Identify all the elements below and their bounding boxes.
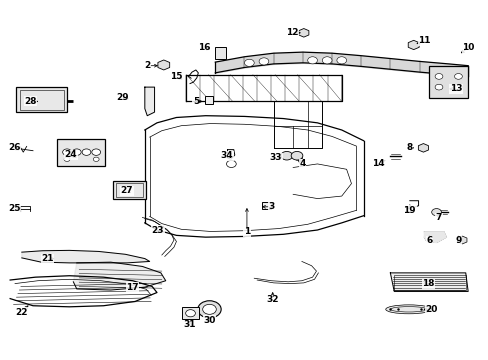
- Circle shape: [244, 59, 254, 66]
- Bar: [16, 87, 67, 112]
- Text: 27: 27: [120, 186, 133, 195]
- Circle shape: [226, 160, 236, 167]
- Text: 23: 23: [151, 225, 164, 234]
- Text: 26: 26: [8, 143, 20, 152]
- Bar: [428, 66, 467, 98]
- Text: 31: 31: [183, 320, 196, 329]
- Circle shape: [431, 208, 441, 216]
- Bar: [393, 275, 465, 290]
- Circle shape: [202, 304, 216, 314]
- Circle shape: [336, 57, 346, 64]
- Text: 18: 18: [421, 279, 434, 288]
- Text: 16: 16: [198, 43, 210, 52]
- Circle shape: [454, 84, 461, 90]
- Circle shape: [62, 149, 71, 156]
- Circle shape: [64, 157, 70, 161]
- Bar: [113, 181, 146, 199]
- Text: 32: 32: [266, 295, 278, 304]
- Circle shape: [307, 57, 317, 64]
- Polygon shape: [424, 232, 446, 243]
- Text: 8: 8: [406, 143, 412, 152]
- Text: 15: 15: [170, 72, 183, 81]
- Text: 30: 30: [203, 315, 215, 324]
- Text: 19: 19: [403, 206, 415, 215]
- Bar: [116, 183, 143, 197]
- Circle shape: [322, 57, 331, 64]
- Circle shape: [72, 149, 81, 156]
- Text: 17: 17: [126, 283, 139, 292]
- Text: 24: 24: [64, 150, 77, 159]
- Text: 11: 11: [417, 36, 430, 45]
- Text: 25: 25: [8, 204, 20, 213]
- Text: 4: 4: [299, 159, 305, 168]
- Text: 9: 9: [454, 236, 461, 245]
- Circle shape: [92, 149, 101, 156]
- Circle shape: [454, 73, 461, 79]
- Text: 7: 7: [435, 213, 441, 222]
- Text: 10: 10: [461, 43, 473, 52]
- Text: 20: 20: [425, 305, 437, 314]
- Bar: [182, 307, 199, 319]
- Circle shape: [198, 301, 221, 318]
- Text: 3: 3: [267, 202, 274, 211]
- Polygon shape: [144, 87, 154, 116]
- Bar: [215, 47, 225, 59]
- Bar: [57, 139, 105, 166]
- Polygon shape: [22, 250, 149, 263]
- Bar: [262, 202, 270, 209]
- Text: 14: 14: [371, 159, 384, 168]
- Ellipse shape: [385, 305, 431, 314]
- Text: 22: 22: [16, 308, 28, 317]
- Text: 6: 6: [425, 236, 431, 245]
- Text: 29: 29: [117, 93, 129, 102]
- Text: 5: 5: [192, 97, 199, 106]
- Circle shape: [434, 73, 442, 79]
- Circle shape: [290, 152, 302, 160]
- Circle shape: [281, 152, 292, 160]
- Polygon shape: [73, 262, 165, 290]
- Circle shape: [259, 58, 268, 65]
- Text: 21: 21: [41, 254, 54, 263]
- Bar: [204, 96, 213, 104]
- Text: 1: 1: [244, 227, 249, 236]
- Circle shape: [93, 157, 99, 161]
- Circle shape: [185, 310, 195, 317]
- Text: 2: 2: [144, 61, 150, 70]
- Circle shape: [82, 149, 91, 156]
- Circle shape: [434, 84, 442, 90]
- Bar: [20, 90, 63, 110]
- Polygon shape: [389, 273, 467, 292]
- Text: 33: 33: [269, 153, 282, 162]
- Text: 28: 28: [24, 97, 37, 106]
- Text: 12: 12: [285, 28, 298, 37]
- Text: 13: 13: [449, 84, 461, 93]
- Text: 34: 34: [220, 151, 233, 160]
